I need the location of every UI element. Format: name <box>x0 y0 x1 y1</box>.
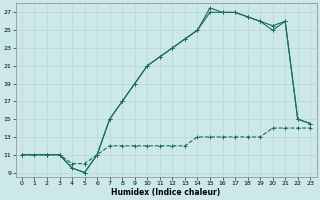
X-axis label: Humidex (Indice chaleur): Humidex (Indice chaleur) <box>111 188 221 197</box>
